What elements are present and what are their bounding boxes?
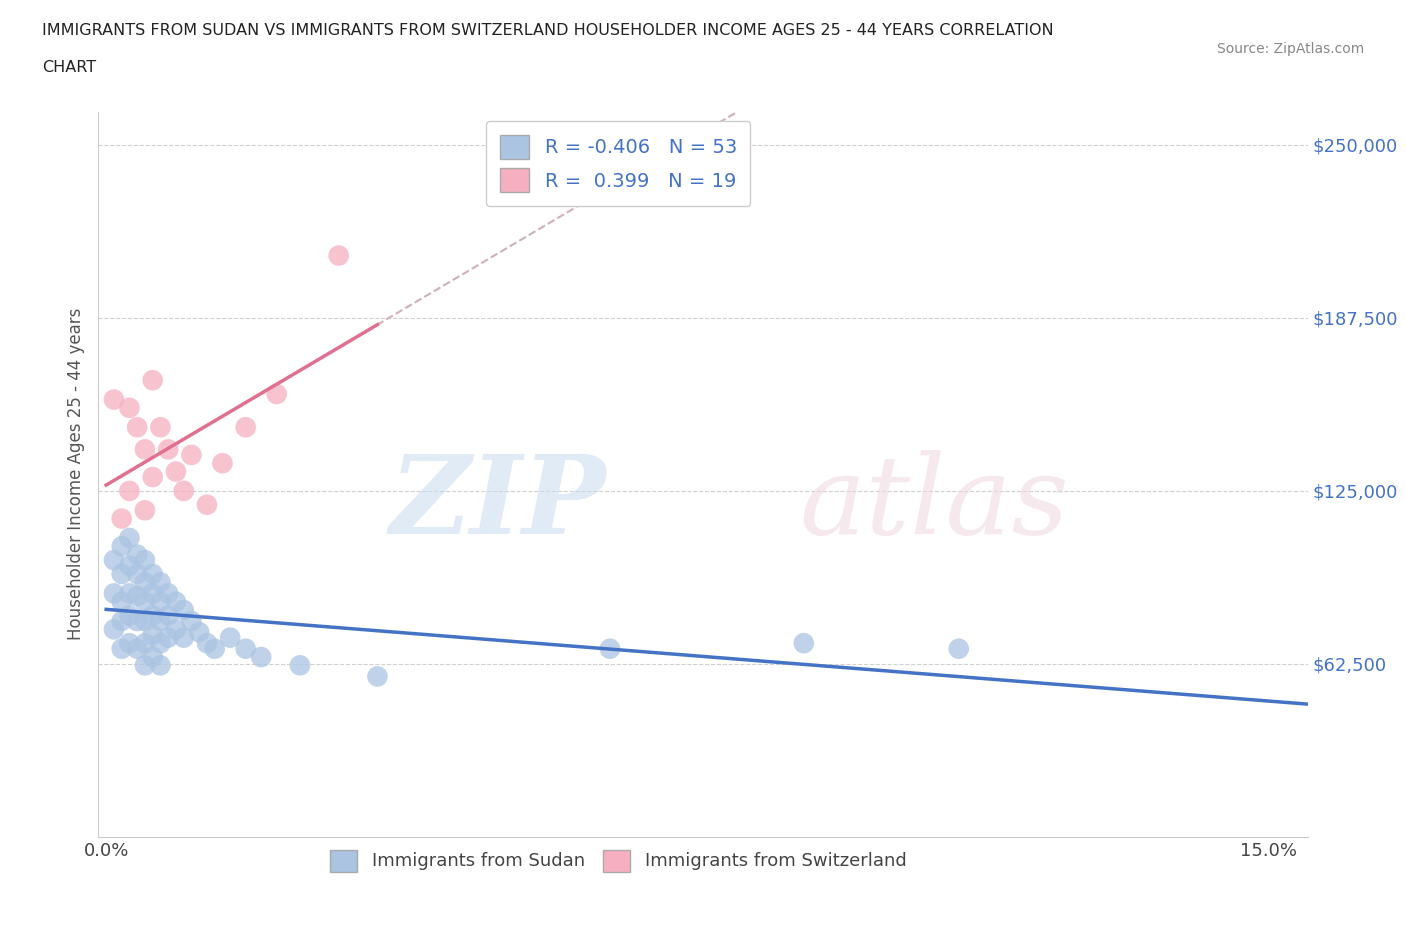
Point (118, 558, 141, 573)
Point (180, 614, 202, 629)
Point (149, 614, 172, 629)
Point (142, 470, 165, 485)
Point (149, 658, 172, 672)
Point (211, 456, 233, 471)
Point (134, 614, 156, 629)
Point (142, 649, 165, 664)
Point (142, 586, 165, 601)
Point (118, 608, 141, 623)
Point (149, 636, 172, 651)
Point (149, 594, 172, 609)
Point (165, 464, 187, 479)
Point (111, 538, 134, 553)
Point (149, 419, 172, 434)
Text: Source: ZipAtlas.com: Source: ZipAtlas.com (1216, 42, 1364, 56)
Point (127, 589, 149, 604)
Point (127, 642, 149, 657)
Point (127, 566, 149, 581)
Point (118, 484, 141, 498)
Point (250, 649, 273, 664)
Point (142, 566, 165, 581)
Point (195, 636, 218, 651)
Point (188, 625, 211, 640)
Text: atlas: atlas (800, 449, 1070, 557)
Point (165, 622, 187, 637)
Point (157, 442, 180, 457)
Text: CHART: CHART (42, 60, 96, 75)
Point (142, 608, 165, 623)
Point (111, 614, 134, 629)
Point (103, 552, 125, 567)
Point (111, 512, 134, 526)
Point (118, 401, 141, 416)
Point (111, 594, 134, 609)
Point (599, 642, 621, 657)
Point (793, 636, 815, 651)
Point (157, 586, 180, 601)
Point (103, 392, 125, 407)
Point (173, 631, 195, 645)
Point (157, 608, 180, 623)
Point (134, 594, 156, 609)
Text: ZIP: ZIP (389, 449, 606, 557)
Legend: Immigrants from Sudan, Immigrants from Switzerland: Immigrants from Sudan, Immigrants from S… (323, 843, 914, 879)
Point (134, 636, 156, 651)
Point (173, 603, 195, 618)
Point (149, 575, 172, 590)
Point (266, 387, 288, 402)
Point (118, 636, 141, 651)
Point (165, 594, 187, 609)
Point (134, 658, 156, 672)
Point (219, 631, 242, 645)
Point (142, 373, 165, 388)
Point (111, 642, 134, 657)
Point (127, 419, 149, 434)
Point (157, 631, 180, 645)
Point (111, 566, 134, 581)
Point (204, 642, 226, 657)
Point (366, 669, 388, 684)
Point (195, 498, 218, 512)
Point (328, 248, 350, 263)
Point (288, 658, 311, 672)
Text: IMMIGRANTS FROM SUDAN VS IMMIGRANTS FROM SWITZERLAND HOUSEHOLDER INCOME AGES 25 : IMMIGRANTS FROM SUDAN VS IMMIGRANTS FROM… (42, 23, 1054, 38)
Point (948, 642, 970, 657)
Point (103, 622, 125, 637)
Point (127, 547, 149, 562)
Point (235, 642, 257, 657)
Point (142, 628, 165, 643)
Point (103, 586, 125, 601)
Point (235, 419, 257, 434)
Y-axis label: Householder Income Ages 25 - 44 years: Householder Income Ages 25 - 44 years (66, 308, 84, 641)
Point (118, 530, 141, 545)
Point (180, 447, 202, 462)
Point (173, 484, 195, 498)
Point (134, 503, 156, 518)
Point (134, 575, 156, 590)
Point (127, 614, 149, 629)
Point (118, 586, 141, 601)
Point (134, 442, 156, 457)
Point (134, 552, 156, 567)
